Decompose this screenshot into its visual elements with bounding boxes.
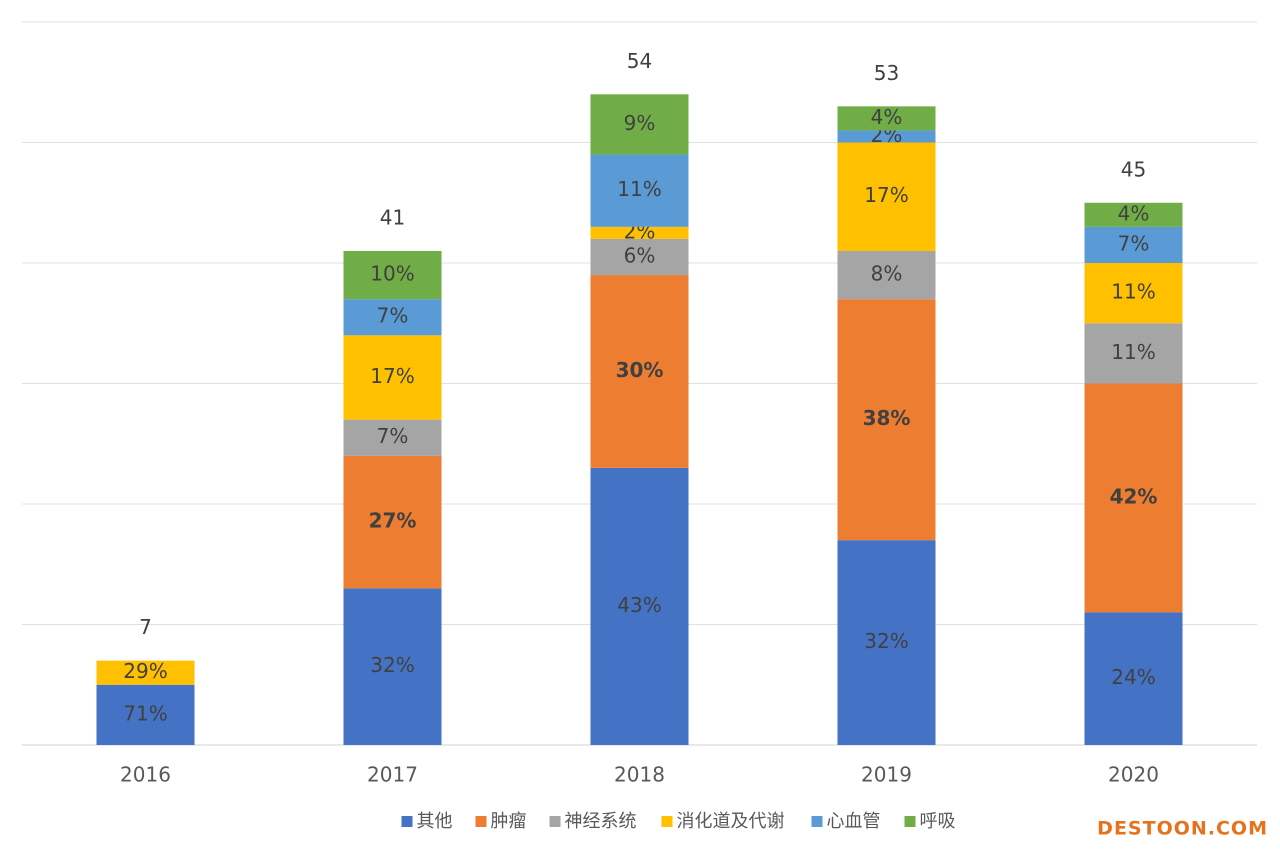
data-label: 7% — [1118, 231, 1150, 255]
bar-segment — [343, 335, 442, 420]
bar-segment — [96, 660, 195, 685]
total-label: 7 — [139, 615, 152, 639]
bar-segment — [343, 588, 442, 745]
legend-swatch — [401, 816, 413, 827]
data-label: 32% — [864, 629, 908, 653]
legend-label: 神经系统 — [565, 811, 637, 832]
total-label: 41 — [380, 205, 405, 229]
bar-segment — [837, 130, 936, 143]
data-label: 24% — [1111, 665, 1155, 689]
bar-segment — [343, 419, 442, 456]
data-label: 27% — [369, 509, 417, 533]
data-label: 11% — [1111, 280, 1155, 304]
total-label: 54 — [627, 49, 652, 73]
legend-label: 心血管 — [827, 811, 881, 832]
data-label: 4% — [871, 105, 903, 129]
legend-swatch — [661, 816, 673, 827]
bar-segment — [837, 540, 936, 745]
data-label: 6% — [624, 243, 656, 267]
data-label: 38% — [863, 406, 911, 430]
data-label: 71% — [123, 701, 167, 725]
data-label: 30% — [616, 358, 664, 382]
x-tick-label: 2016 — [120, 763, 171, 787]
data-label: 11% — [617, 177, 661, 201]
data-label: 17% — [864, 183, 908, 207]
bar-segment — [343, 250, 442, 300]
x-tick-label: 2019 — [861, 763, 912, 787]
legend-label: 肿瘤 — [491, 811, 527, 832]
total-label: 45 — [1121, 157, 1146, 181]
bar-segment — [343, 455, 442, 589]
data-label: 4% — [1118, 201, 1150, 225]
bar-segment — [1084, 612, 1183, 745]
bar-segment — [1084, 202, 1183, 227]
legend-swatch — [549, 816, 561, 827]
bar-segment — [1084, 323, 1183, 384]
legend-label: 消化道及代谢 — [677, 811, 785, 832]
data-label: 42% — [1110, 484, 1158, 508]
bar-segment — [837, 142, 936, 251]
bar-segment — [1084, 383, 1183, 613]
total-label: 53 — [874, 61, 899, 85]
x-tick-label: 2018 — [614, 763, 665, 787]
data-label: 43% — [617, 593, 661, 617]
x-tick-label: 2017 — [367, 763, 418, 787]
legend-swatch — [475, 816, 487, 827]
bar-segment — [590, 467, 689, 745]
bar-segment — [837, 106, 936, 131]
data-label: 7% — [377, 304, 409, 328]
watermark: DESTOON.COM — [1097, 818, 1268, 840]
data-label: 8% — [871, 262, 903, 286]
data-label: 7% — [377, 424, 409, 448]
bar-segment — [1084, 263, 1183, 324]
bar-segment — [96, 684, 195, 745]
legend-label: 其他 — [417, 811, 453, 832]
bar-segment — [837, 250, 936, 300]
data-label: 29% — [123, 659, 167, 683]
data-label: 17% — [370, 364, 414, 388]
bar-segment — [590, 275, 689, 468]
data-label: 9% — [624, 111, 656, 135]
bar-segment — [590, 238, 689, 276]
bar-segment — [590, 226, 689, 239]
bar-segment — [590, 94, 689, 155]
data-label: 32% — [370, 653, 414, 677]
data-label: 10% — [370, 262, 414, 286]
legend-swatch — [811, 816, 823, 827]
legend-label: 呼吸 — [920, 811, 956, 832]
bar-segment — [343, 299, 442, 336]
x-tick-label: 2020 — [1108, 763, 1159, 787]
data-label: 11% — [1111, 340, 1155, 364]
legend-swatch — [904, 816, 916, 827]
bar-segment — [590, 154, 689, 227]
bar-segment — [1084, 226, 1183, 263]
bar-segment — [837, 299, 936, 541]
